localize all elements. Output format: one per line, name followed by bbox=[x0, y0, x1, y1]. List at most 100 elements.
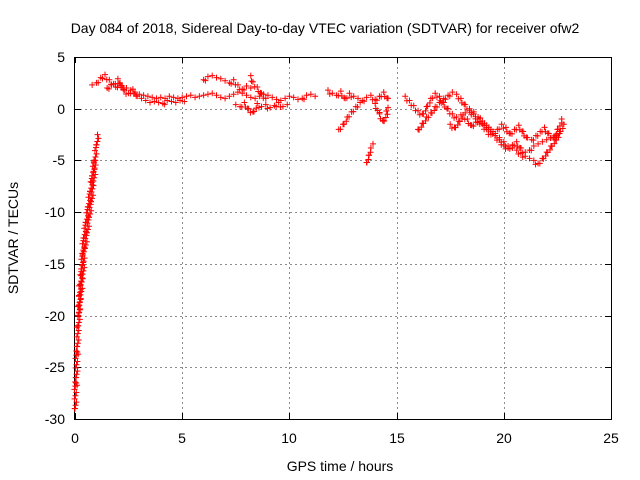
data-point bbox=[140, 92, 147, 99]
data-point bbox=[515, 122, 526, 135]
data-point bbox=[423, 99, 433, 110]
data-point bbox=[93, 135, 102, 148]
data-point bbox=[89, 81, 96, 88]
data-point bbox=[423, 113, 432, 121]
data-point bbox=[490, 128, 497, 135]
data-point bbox=[449, 110, 458, 121]
data-point bbox=[232, 101, 239, 108]
data-point bbox=[457, 95, 468, 108]
data-point bbox=[410, 102, 419, 114]
y-tick-label: -15 bbox=[45, 256, 65, 272]
data-point bbox=[273, 96, 280, 103]
x-tick-label: 5 bbox=[178, 430, 186, 446]
data-point bbox=[230, 76, 239, 88]
data-point bbox=[94, 131, 101, 138]
data-point bbox=[406, 97, 415, 109]
data-point bbox=[419, 117, 429, 127]
data-point bbox=[256, 93, 263, 100]
data-point bbox=[294, 96, 301, 103]
data-point bbox=[247, 85, 254, 92]
data-point bbox=[181, 98, 188, 105]
data-point bbox=[299, 95, 308, 103]
data-point bbox=[226, 93, 233, 100]
x-tick-label: 0 bbox=[71, 430, 79, 446]
data-point bbox=[535, 160, 543, 167]
data-point bbox=[72, 347, 82, 381]
data-point bbox=[138, 95, 145, 102]
data-point bbox=[449, 89, 456, 96]
data-point bbox=[81, 232, 90, 252]
data-point bbox=[532, 132, 541, 139]
data-point bbox=[271, 102, 280, 110]
data-point bbox=[550, 130, 560, 141]
data-point bbox=[262, 101, 271, 112]
x-tick-label: 10 bbox=[281, 430, 297, 446]
data-point bbox=[363, 94, 370, 101]
data-point bbox=[344, 113, 353, 120]
data-point bbox=[213, 74, 220, 81]
data-point bbox=[245, 105, 254, 116]
data-point bbox=[453, 113, 460, 120]
data-point bbox=[209, 90, 216, 97]
data-point bbox=[385, 104, 392, 111]
data-point bbox=[142, 97, 149, 104]
data-point bbox=[348, 108, 357, 115]
data-point bbox=[243, 82, 250, 89]
data-point bbox=[157, 94, 164, 101]
x-tick-labels: 0 5 10 15 20 25 bbox=[71, 430, 619, 446]
data-point bbox=[147, 99, 154, 106]
data-point bbox=[340, 118, 350, 128]
data-point bbox=[352, 103, 361, 110]
data-point bbox=[427, 95, 436, 102]
data-point bbox=[535, 140, 542, 147]
data-point bbox=[286, 93, 293, 100]
data-point bbox=[447, 121, 455, 132]
data-point bbox=[365, 149, 374, 159]
data-point bbox=[196, 93, 203, 100]
data-point bbox=[249, 105, 260, 115]
plot-frame bbox=[74, 57, 612, 420]
data-point bbox=[209, 72, 216, 79]
data-point bbox=[547, 140, 558, 150]
chart-title: Day 084 of 2018, Sidereal Day-to-day VTE… bbox=[71, 20, 580, 36]
data-point bbox=[539, 138, 546, 145]
data-point bbox=[526, 147, 535, 154]
x-tick-label: 25 bbox=[603, 430, 619, 446]
data-point bbox=[164, 97, 171, 104]
data-point bbox=[513, 147, 522, 158]
data-point bbox=[172, 99, 179, 106]
data-point bbox=[385, 95, 392, 102]
x-tick-label: 15 bbox=[389, 430, 405, 446]
data-point bbox=[357, 99, 364, 106]
data-point bbox=[183, 93, 190, 100]
data-point bbox=[312, 93, 319, 100]
y-tick-label: -20 bbox=[45, 308, 65, 324]
y-tick-label: 5 bbox=[57, 49, 65, 65]
data-point bbox=[335, 126, 344, 133]
data-point bbox=[543, 136, 550, 143]
data-point bbox=[187, 92, 194, 99]
data-point bbox=[200, 92, 207, 99]
data-point bbox=[505, 142, 512, 149]
data-point bbox=[125, 90, 134, 97]
data-point bbox=[90, 158, 99, 185]
data-point bbox=[282, 95, 289, 102]
data-points bbox=[71, 71, 567, 412]
data-point bbox=[350, 93, 357, 100]
data-point bbox=[177, 97, 184, 104]
data-point bbox=[166, 93, 173, 100]
data-point bbox=[455, 115, 466, 125]
data-point bbox=[97, 74, 106, 82]
y-tick-label: 0 bbox=[57, 101, 65, 117]
data-point bbox=[303, 92, 310, 99]
data-point bbox=[254, 100, 262, 111]
data-point bbox=[262, 95, 269, 102]
data-point bbox=[168, 98, 175, 105]
data-point bbox=[192, 94, 199, 101]
data-point bbox=[329, 90, 336, 97]
data-point bbox=[363, 156, 372, 166]
data-point bbox=[159, 100, 168, 108]
data-point bbox=[524, 134, 531, 141]
data-point bbox=[558, 116, 565, 123]
data-point bbox=[539, 153, 549, 162]
